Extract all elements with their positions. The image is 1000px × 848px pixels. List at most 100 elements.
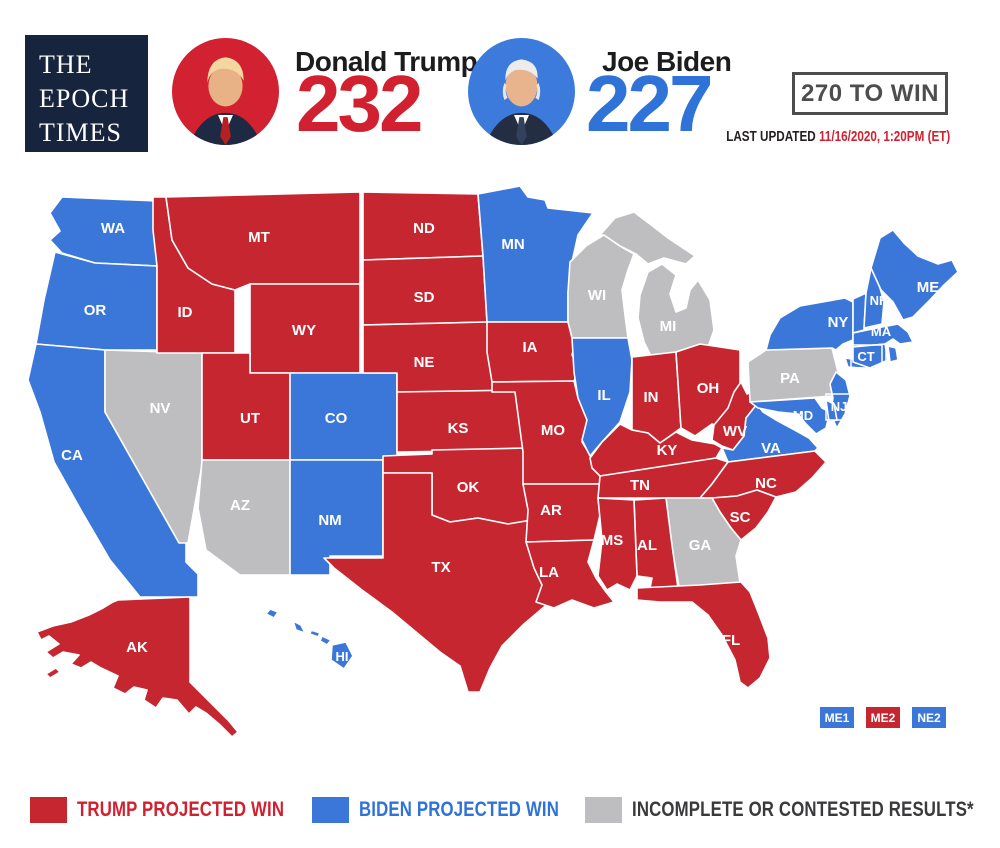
us-electoral-map: WA OR CA NV ID MT WY UT CO AZ NM ND SD N… [27, 185, 959, 738]
state-hi-oahu [292, 620, 306, 634]
state-label-fl: FL [722, 632, 740, 649]
logo-line-1: THE [39, 50, 93, 79]
state-hi-big-island [330, 641, 354, 670]
biden-photo [468, 38, 575, 145]
state-label-wi: WI [588, 287, 606, 304]
badge-me1: ME1 [820, 707, 854, 728]
state-hi-maui [319, 635, 332, 646]
state-label-wa: WA [101, 220, 125, 237]
state-me [870, 229, 959, 321]
state-label-ca: CA [61, 447, 83, 464]
state-ar [522, 483, 605, 543]
trump-legend-swatch [30, 797, 67, 823]
state-label-ok: OK [457, 479, 480, 496]
badge-me2: ME2 [866, 707, 900, 728]
state-ri [887, 345, 899, 363]
state-label-ar: AR [540, 502, 562, 519]
state-label-nv: NV [150, 400, 171, 417]
state-label-wy: WY [292, 322, 316, 339]
trump-electoral-votes: 232 [296, 59, 423, 148]
logo-line-3: TIMES [39, 118, 122, 147]
state-label-ct: CT [857, 349, 874, 364]
state-label-az: AZ [230, 497, 250, 514]
state-label-nm: NM [318, 512, 341, 529]
nj-label-box [825, 393, 852, 421]
trump-legend-label: TRUMP PROJECTED WIN [77, 798, 285, 821]
state-label-il: IL [597, 387, 610, 404]
epoch-times-logo: THE EPOCH TIMES [25, 35, 148, 152]
state-hi-niihau [265, 608, 279, 619]
state-label-mn: MN [501, 236, 524, 253]
logo-line-2: EPOCH [39, 84, 130, 113]
trump-name: Donald Trump [295, 46, 478, 77]
state-hi-molokai [309, 629, 321, 638]
state-label-nh: NH [870, 293, 889, 308]
biden-electoral-votes: 227 [586, 59, 713, 148]
state-label-ia: IA [523, 339, 538, 356]
state-label-wv: WV [723, 423, 747, 440]
state-label-nd: ND [413, 220, 435, 237]
state-label-mt: MT [248, 229, 270, 246]
state-az [197, 459, 291, 576]
state-label-nc: NC [755, 475, 777, 492]
state-label-md: MD [793, 408, 813, 423]
state-la [525, 539, 615, 609]
state-mt [165, 191, 361, 291]
state-label-me: ME [917, 279, 940, 296]
state-label-ma: MA [871, 324, 892, 339]
state-label-ga: GA [689, 537, 712, 554]
state-label-sc: SC [730, 509, 751, 526]
state-md [749, 397, 831, 435]
trump-photo [172, 38, 279, 145]
state-label-tx: TX [431, 559, 450, 576]
state-label-mi: MI [660, 318, 677, 335]
state-ak [36, 596, 239, 738]
state-tx [323, 472, 565, 693]
state-label-or: OR [84, 302, 107, 319]
legend-biden: BIDEN PROJECTED WIN [312, 796, 609, 824]
state-label-va: VA [761, 440, 781, 457]
state-label-nj: NJ [831, 399, 848, 414]
biden-legend-swatch [312, 797, 349, 823]
state-label-ky: KY [657, 442, 678, 459]
last-updated-label: LAST UPDATED [725, 128, 819, 145]
state-label-tn: TN [630, 477, 650, 494]
state-or [35, 251, 158, 351]
state-label-id: ID [178, 304, 193, 321]
biden-name: Joe Biden [602, 46, 732, 77]
state-label-la: LA [539, 564, 559, 581]
state-label-oh: OH [697, 380, 720, 397]
state-label-ak: AK [126, 639, 148, 656]
contested-legend-swatch [585, 797, 622, 823]
state-label-in: IN [644, 389, 659, 406]
legend-trump: TRUMP PROJECTED WIN [30, 796, 336, 824]
state-label-ut: UT [240, 410, 260, 427]
contested-legend-label: INCOMPLETE OR CONTESTED RESULTS* [632, 798, 974, 821]
legend-contested: INCOMPLETE OR CONTESTED RESULTS* [585, 796, 1000, 824]
state-label-pa: PA [780, 370, 800, 387]
biden-legend-label: BIDEN PROJECTED WIN [359, 798, 559, 821]
state-mi-upper [599, 211, 696, 265]
state-label-al: AL [637, 537, 657, 554]
270-to-win-box: 270 TO WIN [792, 72, 948, 115]
state-label-hi: HI [336, 649, 349, 664]
state-label-mo: MO [541, 422, 565, 439]
trump-portrait-icon [189, 57, 262, 145]
state-va [721, 403, 819, 463]
state-ms [597, 497, 638, 591]
ct-label-box [850, 344, 883, 369]
state-fl [636, 581, 771, 689]
state-label-ny: NY [828, 314, 849, 331]
biden-portrait-icon [485, 59, 558, 145]
state-label-ks: KS [448, 420, 469, 437]
ri-label-box [885, 344, 902, 369]
state-label-ms: MS [601, 532, 624, 549]
state-label-co: CO [325, 410, 348, 427]
state-label-ne: NE [414, 354, 435, 371]
state-label-sd: SD [414, 289, 435, 306]
last-updated: LAST UPDATED 11/16/2020, 1:20PM (ET) [663, 128, 950, 145]
badge-ne2: NE2 [912, 707, 946, 728]
state-ak-aleutian [45, 667, 61, 679]
state-mi-lower [637, 263, 715, 359]
